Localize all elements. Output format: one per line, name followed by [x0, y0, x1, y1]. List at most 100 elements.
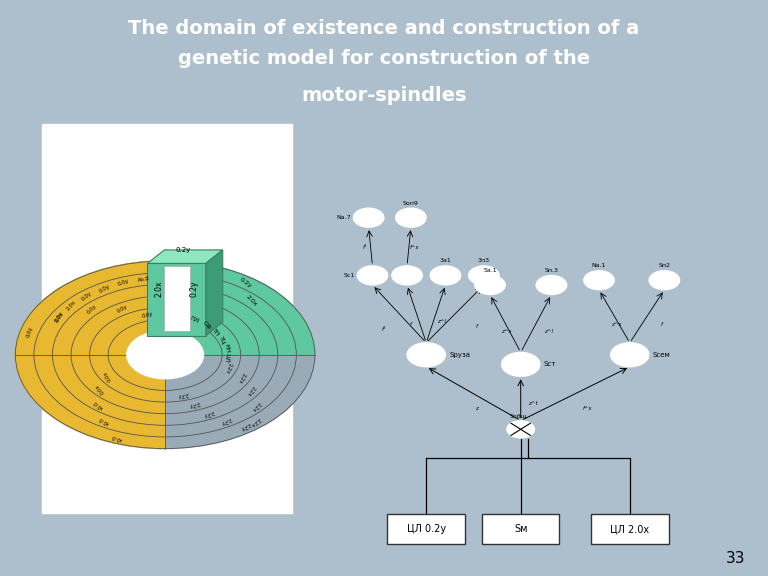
Text: f^s: f^s: [582, 406, 591, 411]
Text: The domain of existence and construction of a: The domain of existence and construction…: [128, 19, 640, 38]
Circle shape: [536, 275, 567, 295]
Circle shape: [507, 420, 535, 438]
Text: 2.0х: 2.0х: [245, 294, 258, 308]
Text: 0.0у: 0.0у: [81, 290, 93, 302]
Text: z: z: [475, 406, 478, 411]
Text: ЦЛ: ЦЛ: [224, 353, 230, 363]
Text: 0.0у: 0.0у: [98, 283, 111, 294]
Text: z^t: z^t: [528, 401, 538, 406]
Wedge shape: [52, 284, 165, 425]
Text: f²: f²: [362, 245, 367, 250]
Wedge shape: [108, 319, 222, 391]
Text: 2.2х: 2.2х: [237, 372, 246, 384]
Text: 2.2х: 2.2х: [224, 361, 232, 374]
Wedge shape: [34, 272, 296, 437]
Text: Sобщ: Sобщ: [510, 413, 527, 418]
Wedge shape: [34, 272, 165, 437]
Circle shape: [407, 343, 445, 367]
Text: 0.0у: 0.0у: [86, 303, 98, 315]
Text: Nа.1: Nа.1: [592, 263, 606, 268]
Text: 2.2у: 2.2у: [240, 422, 252, 432]
Circle shape: [584, 271, 614, 290]
Text: ПЛ: ПЛ: [189, 316, 200, 325]
Text: 0.2у: 0.2у: [176, 247, 191, 253]
Wedge shape: [52, 284, 278, 425]
Circle shape: [649, 271, 680, 290]
FancyBboxPatch shape: [482, 514, 559, 544]
Text: 0.0х: 0.0х: [94, 383, 106, 395]
Wedge shape: [15, 261, 315, 355]
Wedge shape: [108, 319, 165, 391]
Circle shape: [396, 208, 426, 228]
Text: Sc1: Sc1: [343, 273, 355, 278]
Text: КН: КН: [223, 343, 230, 353]
Text: f: f: [660, 322, 662, 327]
Polygon shape: [147, 263, 206, 335]
Text: genetic model for construction of the: genetic model for construction of the: [178, 50, 590, 69]
Wedge shape: [15, 261, 165, 449]
Text: f²: f²: [382, 327, 386, 332]
Text: z^s: z^s: [502, 329, 512, 334]
Wedge shape: [71, 296, 165, 414]
Text: 33: 33: [726, 551, 745, 566]
Circle shape: [475, 275, 505, 295]
Text: z^l: z^l: [437, 320, 446, 324]
Text: 2.0х: 2.0х: [55, 310, 65, 323]
Circle shape: [353, 208, 384, 228]
Text: 3п3: 3п3: [478, 259, 490, 263]
FancyBboxPatch shape: [387, 514, 465, 544]
Text: Sсем: Sсем: [653, 352, 670, 358]
Text: 2.2х: 2.2х: [250, 416, 261, 428]
Wedge shape: [90, 308, 240, 355]
Text: Sп2: Sп2: [658, 263, 670, 268]
Text: f: f: [475, 324, 477, 329]
Wedge shape: [71, 296, 260, 355]
Circle shape: [468, 266, 499, 285]
Text: Sруза: Sруза: [449, 352, 470, 358]
Circle shape: [127, 331, 204, 379]
Polygon shape: [206, 250, 223, 335]
Text: 2.0х: 2.0х: [66, 300, 78, 312]
Circle shape: [392, 266, 422, 285]
Text: ТЦ: ТЦ: [219, 335, 227, 345]
Circle shape: [502, 353, 540, 376]
Circle shape: [357, 266, 388, 285]
Wedge shape: [15, 261, 315, 449]
Text: z^s: z^s: [611, 322, 621, 327]
Text: Sп.3: Sп.3: [545, 268, 558, 273]
Text: f: f: [410, 322, 412, 327]
Polygon shape: [147, 250, 223, 263]
Text: ЦЛ 0.2y: ЦЛ 0.2y: [407, 524, 445, 534]
Wedge shape: [90, 308, 240, 402]
Text: ТП: ТП: [212, 327, 220, 338]
Text: ЦЛ 2.0x: ЦЛ 2.0x: [611, 524, 649, 534]
Text: Сф: Сф: [201, 321, 212, 331]
Text: motor-spindles: motor-spindles: [301, 86, 467, 104]
Text: 0.0у: 0.0у: [25, 326, 33, 338]
Wedge shape: [108, 319, 222, 355]
Text: 2.2у: 2.2у: [203, 409, 215, 418]
Circle shape: [430, 266, 461, 285]
Text: 2.0х: 2.0х: [154, 281, 164, 297]
Text: 0.0у: 0.0у: [117, 279, 130, 287]
Text: 0.0у: 0.0у: [117, 304, 129, 314]
Wedge shape: [90, 308, 165, 402]
Text: f^s: f^s: [410, 245, 419, 250]
Text: Sа.1: Sа.1: [483, 268, 497, 273]
Text: 2.2у: 2.2у: [220, 416, 232, 426]
Text: х0.0: х0.0: [93, 399, 104, 410]
Text: 2.2х: 2.2х: [250, 400, 261, 412]
Text: 0.0у: 0.0у: [55, 310, 65, 323]
Text: z^l: z^l: [544, 329, 553, 334]
FancyBboxPatch shape: [591, 514, 668, 544]
Text: 2.2х: 2.2х: [246, 385, 256, 397]
Wedge shape: [52, 284, 278, 355]
Wedge shape: [71, 296, 260, 414]
Text: 0.2у: 0.2у: [190, 281, 199, 297]
Text: х0.0: х0.0: [98, 416, 111, 426]
Wedge shape: [34, 272, 296, 355]
Polygon shape: [164, 266, 190, 331]
Text: 2.2у: 2.2у: [188, 400, 200, 409]
Text: Sст: Sст: [544, 361, 556, 367]
Text: Sм: Sм: [514, 524, 528, 534]
